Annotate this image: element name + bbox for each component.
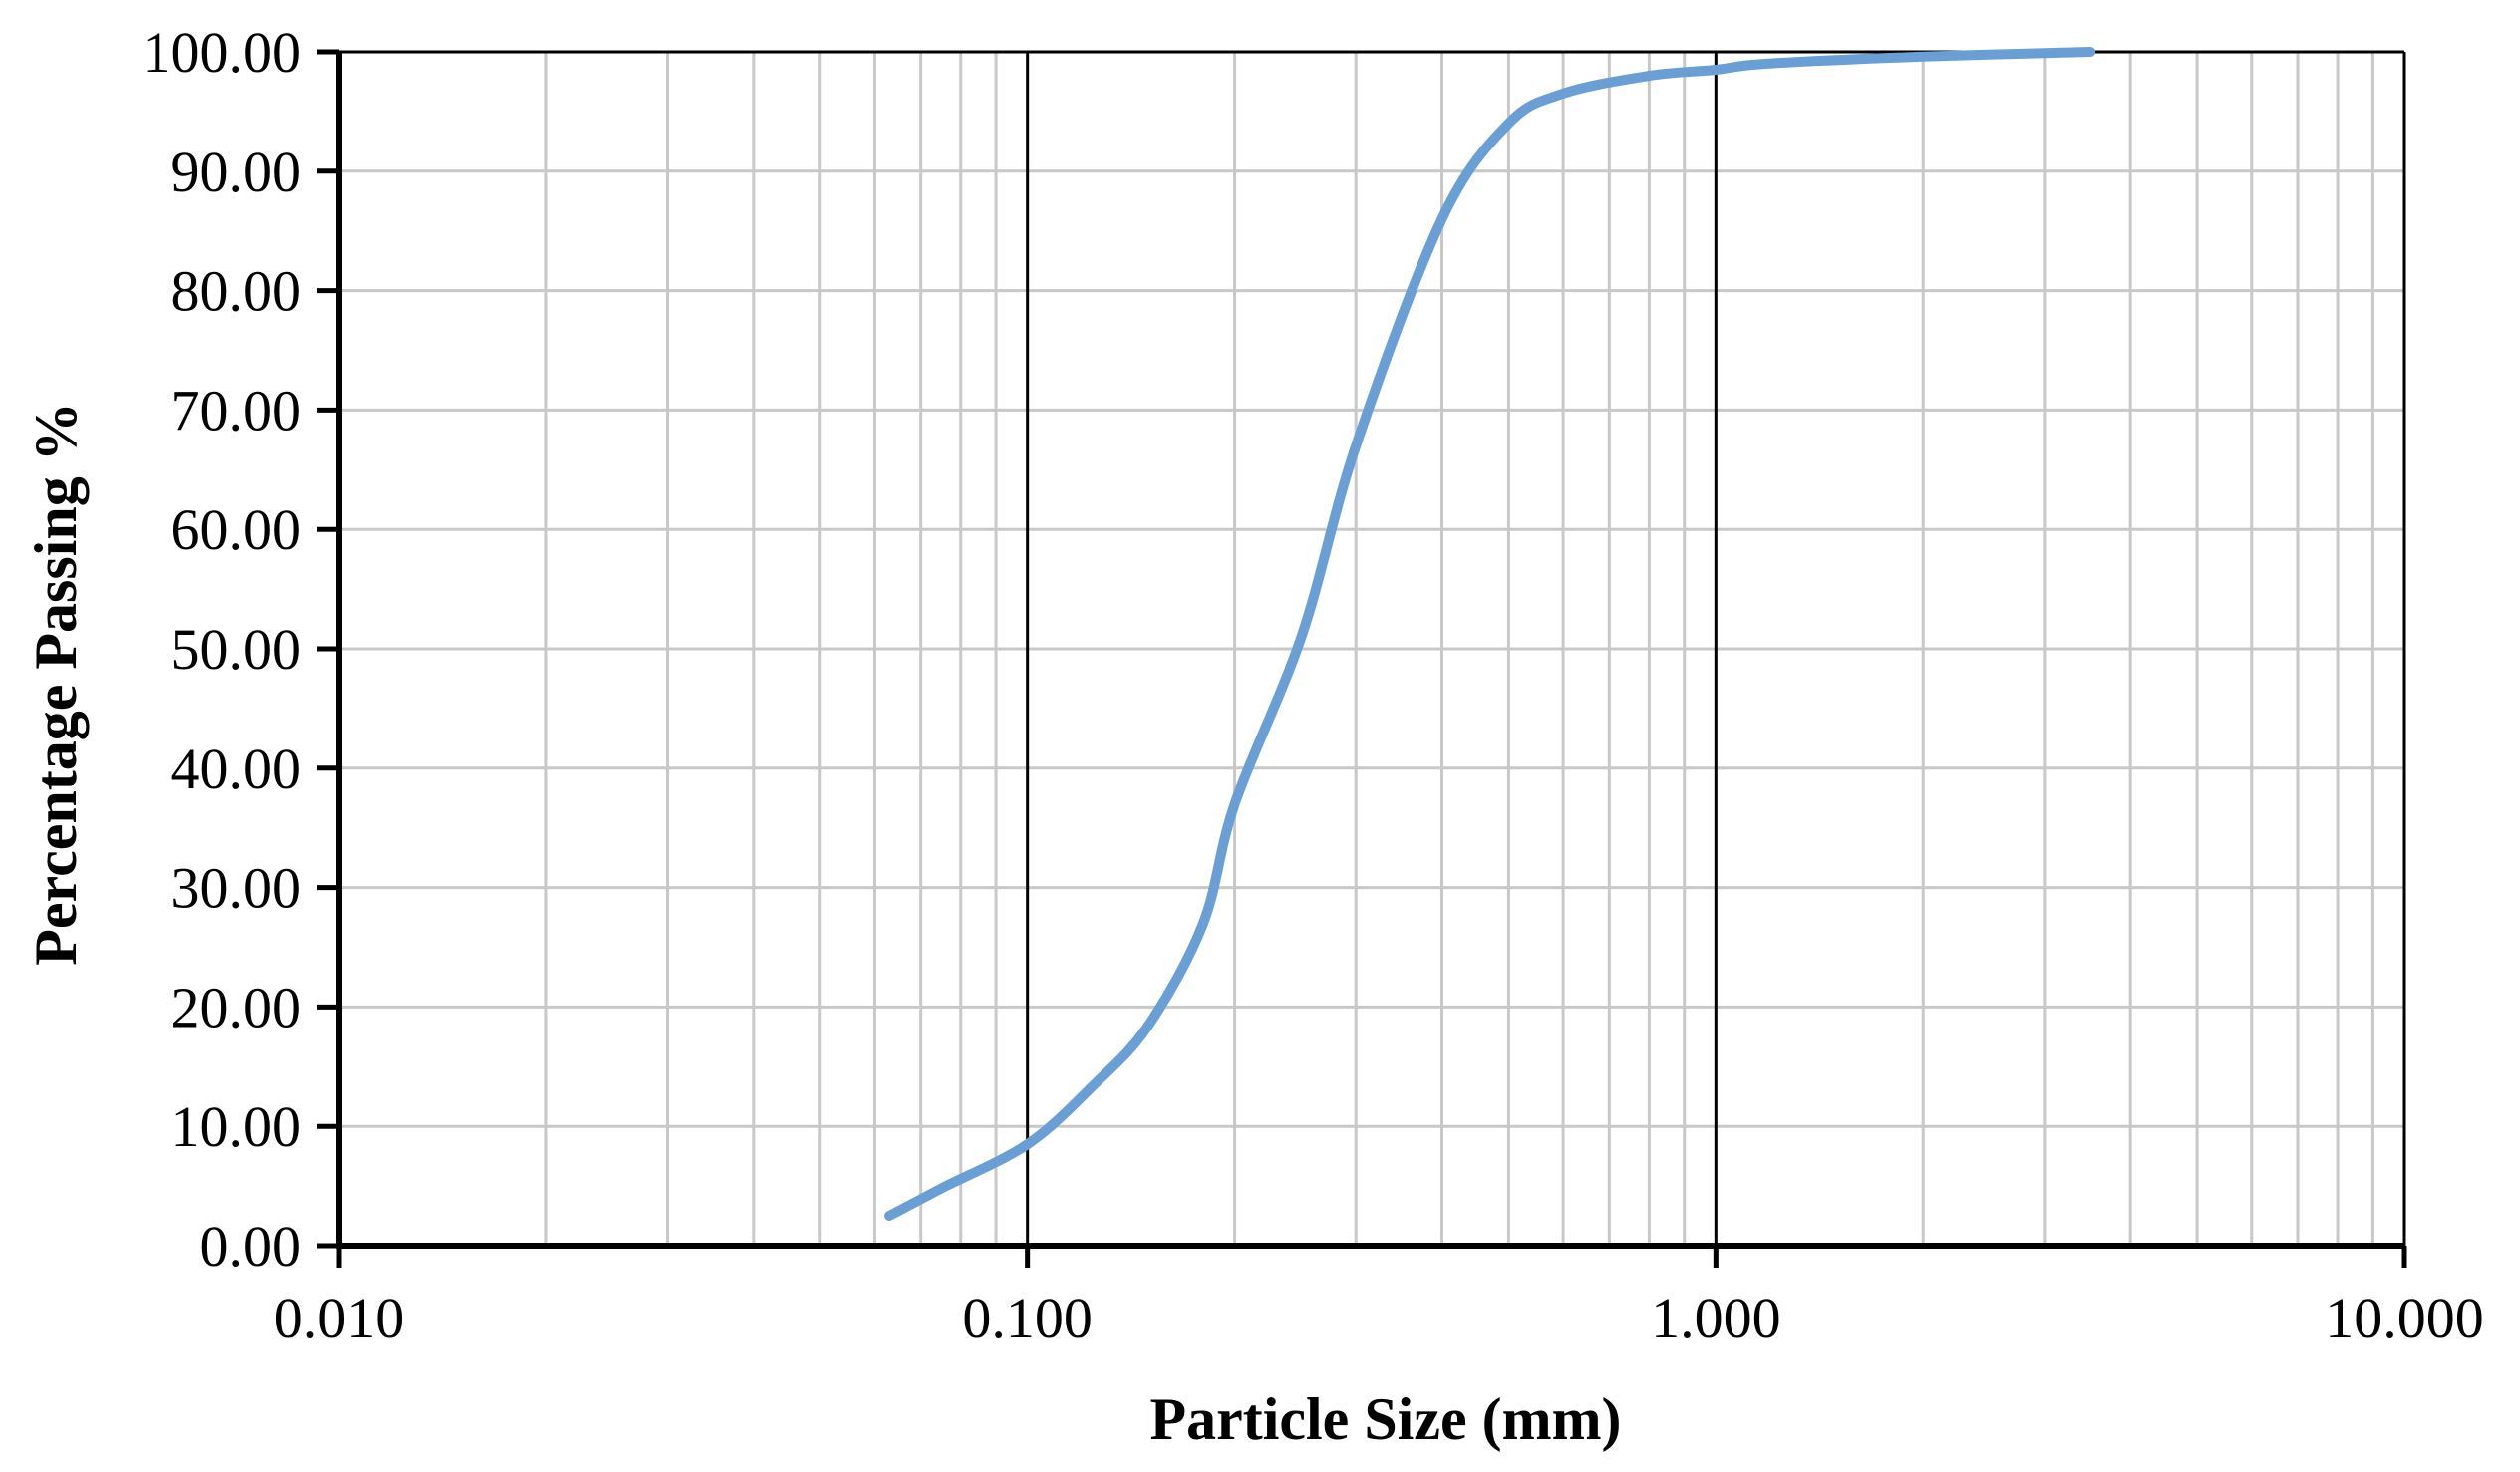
- x-tick-label: 0.010: [274, 1286, 405, 1350]
- y-tick-label: 20.00: [171, 975, 302, 1039]
- tick-labels: 0.00 10.00 20.00 30.00 40.00 50.00 60.00 70.00 8…: [143, 20, 2484, 1350]
- y-tick-label: 100.00: [143, 20, 302, 85]
- grid: [339, 50, 2404, 1248]
- y-tick-label: 40.00: [171, 736, 302, 801]
- x-tick-label: 10.000: [2325, 1286, 2484, 1350]
- y-tick-label: 80.00: [171, 259, 302, 324]
- y-tick-label: 10.00: [171, 1094, 302, 1159]
- series-layer: [884, 47, 2096, 1221]
- y-tick-label: 90.00: [171, 140, 302, 204]
- y-tick-label: 30.00: [171, 856, 302, 921]
- x-axis-title: Particle Size (mm): [1149, 1386, 1621, 1452]
- y-tick-label: 50.00: [171, 617, 302, 682]
- x-tick-label: 1.000: [1651, 1286, 1781, 1350]
- gradation-curve: [884, 47, 2096, 1221]
- y-tick-label: 60.00: [171, 497, 302, 562]
- y-axis-title: Percentage Passing %: [23, 402, 89, 965]
- x-tick-label: 0.100: [962, 1286, 1093, 1350]
- y-tick-label: 0.00: [200, 1214, 302, 1279]
- y-tick-label: 70.00: [171, 378, 302, 442]
